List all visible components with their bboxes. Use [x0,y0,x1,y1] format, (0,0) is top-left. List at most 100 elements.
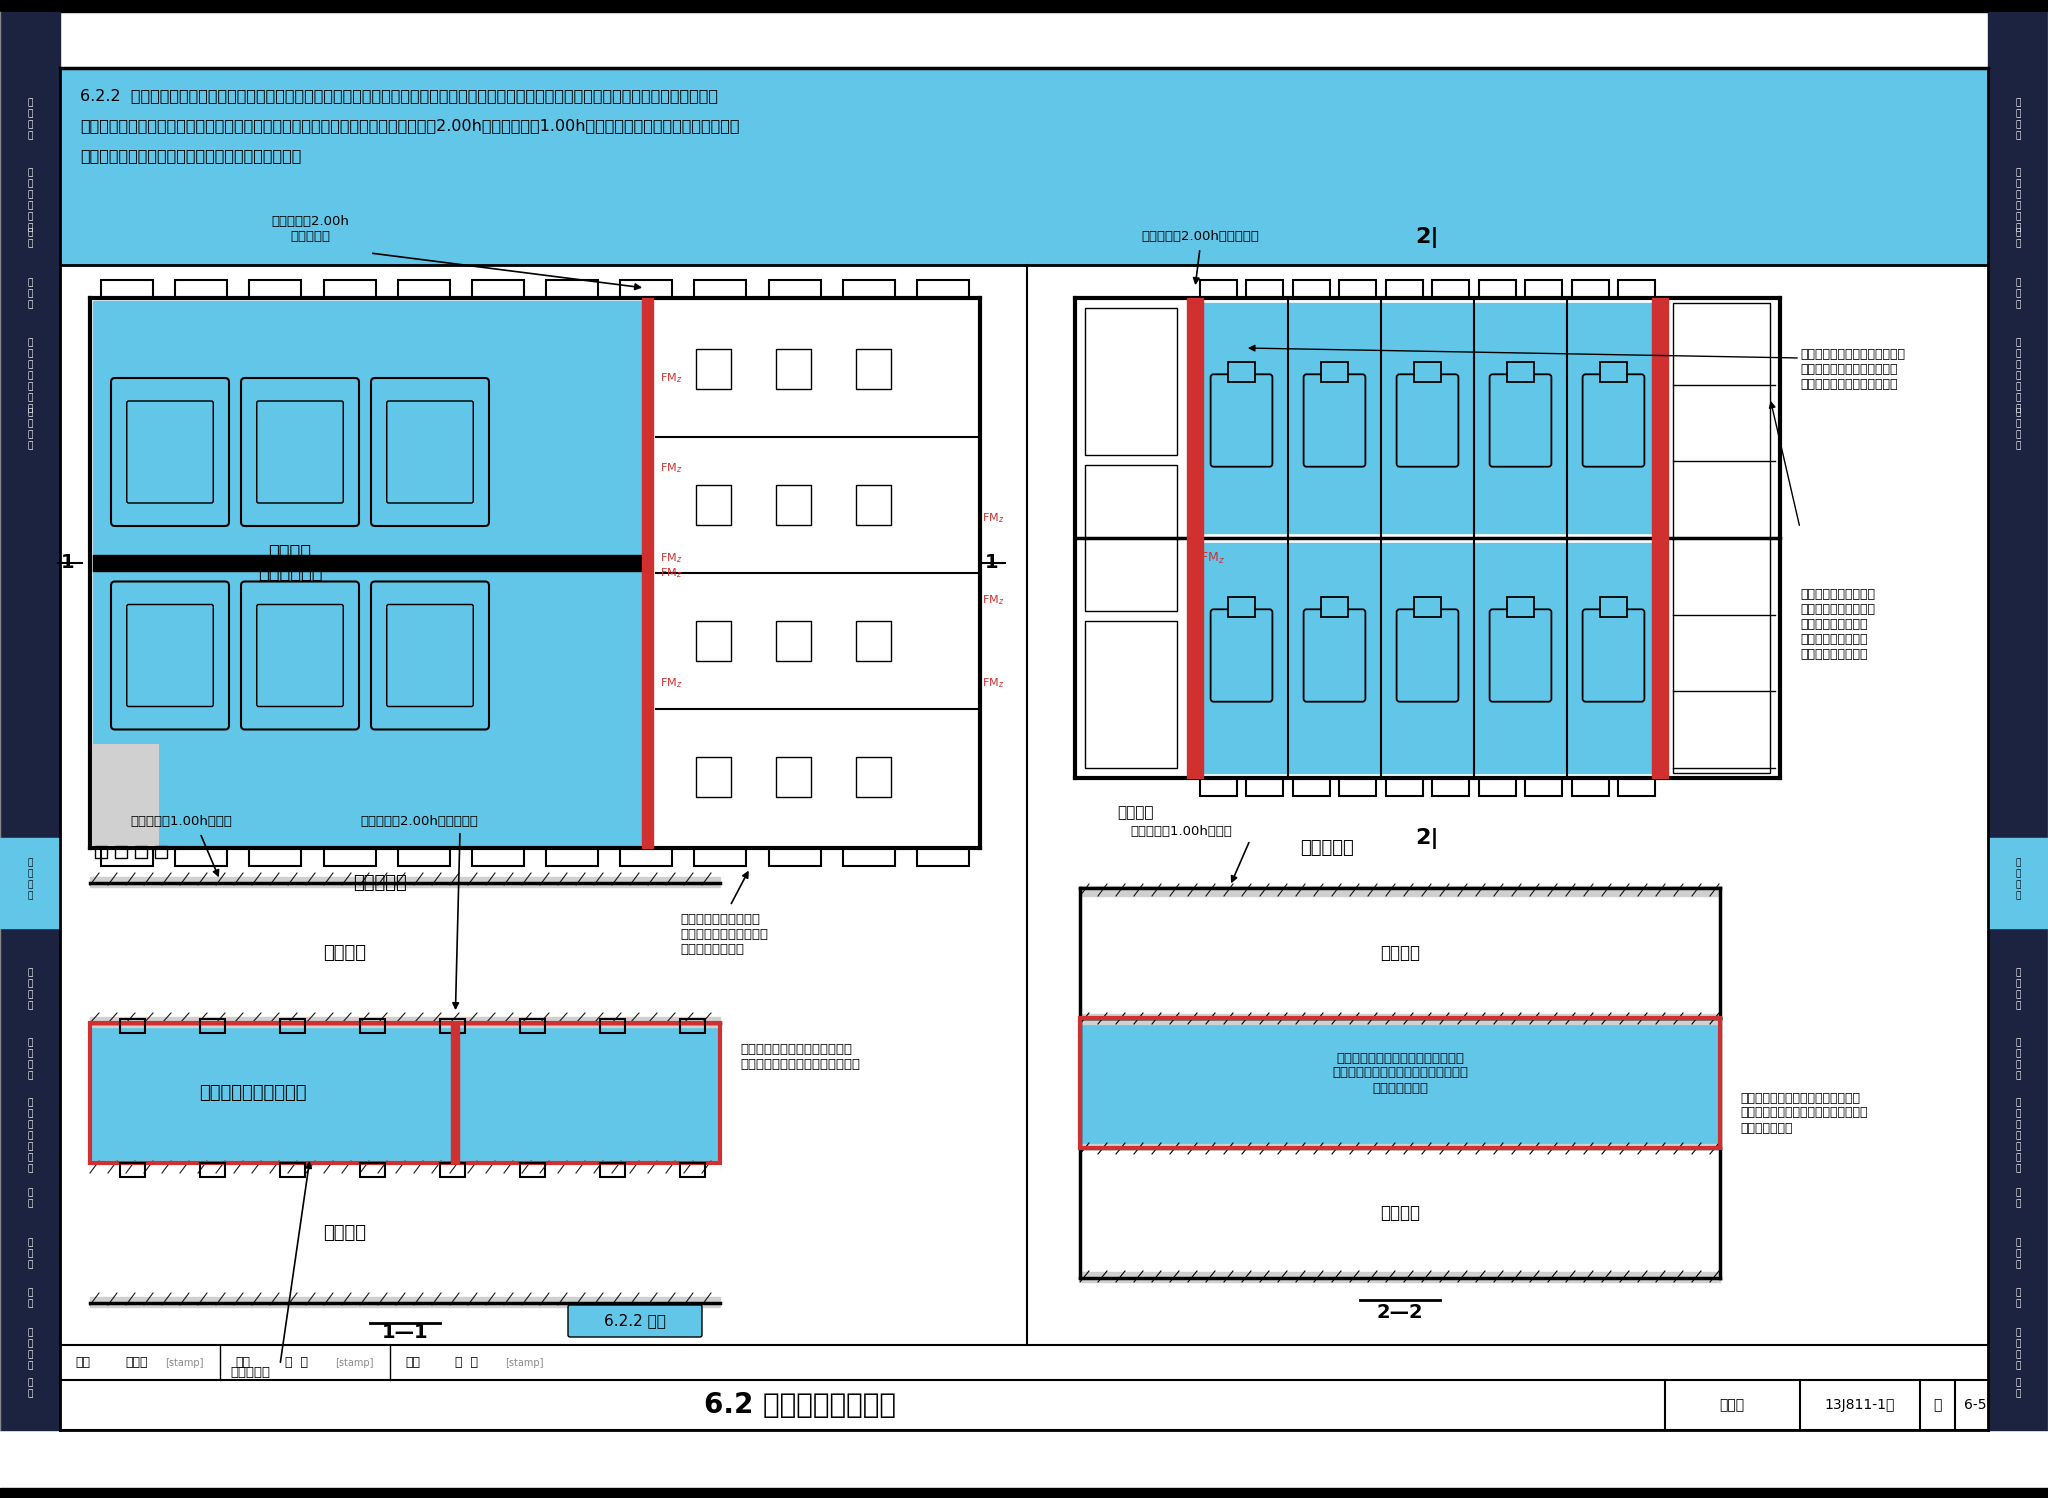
Bar [135,846,147,858]
Text: 1: 1 [61,553,76,572]
Text: 平面示意图: 平面示意图 [1300,839,1354,857]
FancyBboxPatch shape [1210,374,1272,467]
Text: 耐火极限＞2.00h的防火隔墙: 耐火极限＞2.00h的防火隔墙 [1141,231,1260,243]
Text: 消
防
设
置: 消 防 设 置 [2015,1038,2021,1080]
Text: 重症监护室、精密贵重
医疗装备用房、储藏间、
实验室、胶片室等: 重症监护室、精密贵重 医疗装备用房、储藏间、 实验室、胶片室等 [680,912,768,956]
Bar [1339,280,1376,298]
Text: 13J811-1改: 13J811-1改 [1825,1398,1894,1413]
Bar [1413,598,1442,617]
Text: 林  菌: 林 菌 [285,1357,307,1369]
Bar [0,837,59,927]
Text: FM$_z$: FM$_z$ [659,551,682,565]
Bar [696,349,731,389]
Bar [1194,542,1661,773]
Bar [471,280,524,298]
Bar [1188,298,1202,777]
Bar [92,301,641,845]
Bar [1085,622,1178,768]
Bar [90,1023,721,1162]
Text: 重症监护室、精密贵重医疗装备
用房、储藏间、实验室、胶片室等: 重症监护室、精密贵重医疗装备 用房、储藏间、实验室、胶片室等 [739,1043,860,1071]
Bar [1085,464,1178,611]
Bar [1245,280,1284,298]
Bar [1321,598,1348,617]
Text: 6.2.2 图示: 6.2.2 图示 [604,1314,666,1329]
Bar [918,848,969,866]
Bar [1599,598,1628,617]
Text: 乙级防火门: 乙级防火门 [229,1366,270,1380]
Bar [1079,1272,1720,1282]
Bar [1665,301,1778,774]
Bar [1386,280,1423,298]
Bar [115,846,127,858]
Bar [1085,309,1178,455]
Bar [0,12,59,1431]
Text: [stamp]: [stamp] [166,1359,203,1368]
Text: FM$_z$: FM$_z$ [659,461,682,475]
Text: 审核: 审核 [76,1357,90,1369]
FancyBboxPatch shape [387,401,473,503]
Text: FM$_z$: FM$_z$ [659,372,682,385]
Bar [90,1017,721,1028]
Bar [1571,777,1610,795]
Bar [520,1162,545,1177]
FancyBboxPatch shape [1583,374,1645,467]
Text: 曹  奕: 曹 奕 [455,1357,477,1369]
Text: 附设在建筑内的托儿所、幼儿园的儿
童用房和儿童游乐厅等儿童活动场所、
老年人活动场所: 附设在建筑内的托儿所、幼儿园的儿 童用房和儿童游乐厅等儿童活动场所、 老年人活动… [1741,1092,1868,1134]
Text: FM$_z$: FM$_z$ [981,511,1004,524]
Text: 甲
乙
丙
建
材
堆
场: 甲 乙 丙 建 材 堆 场 [2015,339,2021,413]
Text: 厂
房: 厂 房 [27,228,33,249]
Bar [1339,777,1376,795]
Bar [1079,1147,1720,1278]
FancyBboxPatch shape [242,581,358,730]
Bar [59,1380,1989,1431]
Text: 其他楼层: 其他楼层 [1380,944,1419,962]
Bar [1673,303,1769,773]
Bar [621,848,672,866]
Bar [1321,363,1348,382]
Bar [1079,1019,1720,1147]
Text: 1: 1 [985,553,999,572]
Text: 城
市: 城 市 [27,1288,33,1308]
Bar [776,756,811,797]
Text: 附设在建筑内的托儿所、幼儿园
的儿童用房和儿童游乐厅等儿
童活动场所、老年人活动场所: 附设在建筑内的托儿所、幼儿园 的儿童用房和儿童游乐厅等儿 童活动场所、老年人活动… [1800,348,1905,391]
Text: 附
录: 附 录 [2015,1378,2021,1398]
Text: 编
制
说
明: 编 制 说 明 [2015,97,2021,141]
Bar [1079,1144,1720,1153]
Bar [1413,363,1442,382]
Bar [694,848,745,866]
Bar [90,1297,721,1306]
Bar [1618,280,1655,298]
Text: 其他用房: 其他用房 [324,1224,367,1242]
Bar [250,848,301,866]
Text: 民
用
建
筑: 民 用 建 筑 [27,407,33,451]
Text: 木
结
构: 木 结 构 [27,1237,33,1269]
Text: 的儿童用房和儿童游乐厅等儿童活动场所、老年人活动场所，应采用耐火极限不低于2.00h的防火隔墙和1.00h的楼板与其他场所或部位分隔，墙上: 的儿童用房和儿童游乐厅等儿童活动场所、老年人活动场所，应采用耐火极限不低于2.0… [80,118,739,133]
Text: 平面示意图: 平面示意图 [352,873,408,891]
Bar [1079,888,1720,1019]
Bar [281,1162,305,1177]
Text: 6.2.2  医疗建筑内的手术室或手术部、产房、重症监护室、贵重精密医疗装备用房、储藏间、实验室、胶片室等，附设在建筑内的托儿所、幼儿园: 6.2.2 医疗建筑内的手术室或手术部、产房、重症监护室、贵重精密医疗装备用房、… [80,88,719,103]
Bar [776,349,811,389]
Text: FM$_z$: FM$_z$ [659,566,682,580]
Text: 城
市: 城 市 [2015,1288,2021,1308]
Bar [324,280,375,298]
Bar [520,1019,545,1034]
Text: 耐火极限＞2.00h的防火隔墙: 耐火极限＞2.00h的防火隔墙 [360,815,477,828]
Bar [201,1162,225,1177]
Bar [1194,303,1661,533]
Text: 蔡昭明: 蔡昭明 [125,1357,147,1369]
Bar [694,280,745,298]
Bar [1079,885,1720,896]
Text: 交
通
隧
道: 交 通 隧 道 [27,1329,33,1371]
Text: 和
仓
库: 和 仓 库 [2015,279,2021,309]
Bar [621,280,672,298]
FancyBboxPatch shape [1210,610,1272,701]
Bar [59,67,1989,265]
FancyBboxPatch shape [1489,374,1552,467]
Bar [360,1162,385,1177]
Bar [696,485,731,524]
Bar [1989,837,2048,927]
Text: 灭
火
设
施: 灭 火 设 施 [2015,968,2021,1010]
Bar [0,1488,2048,1498]
FancyBboxPatch shape [111,581,229,730]
